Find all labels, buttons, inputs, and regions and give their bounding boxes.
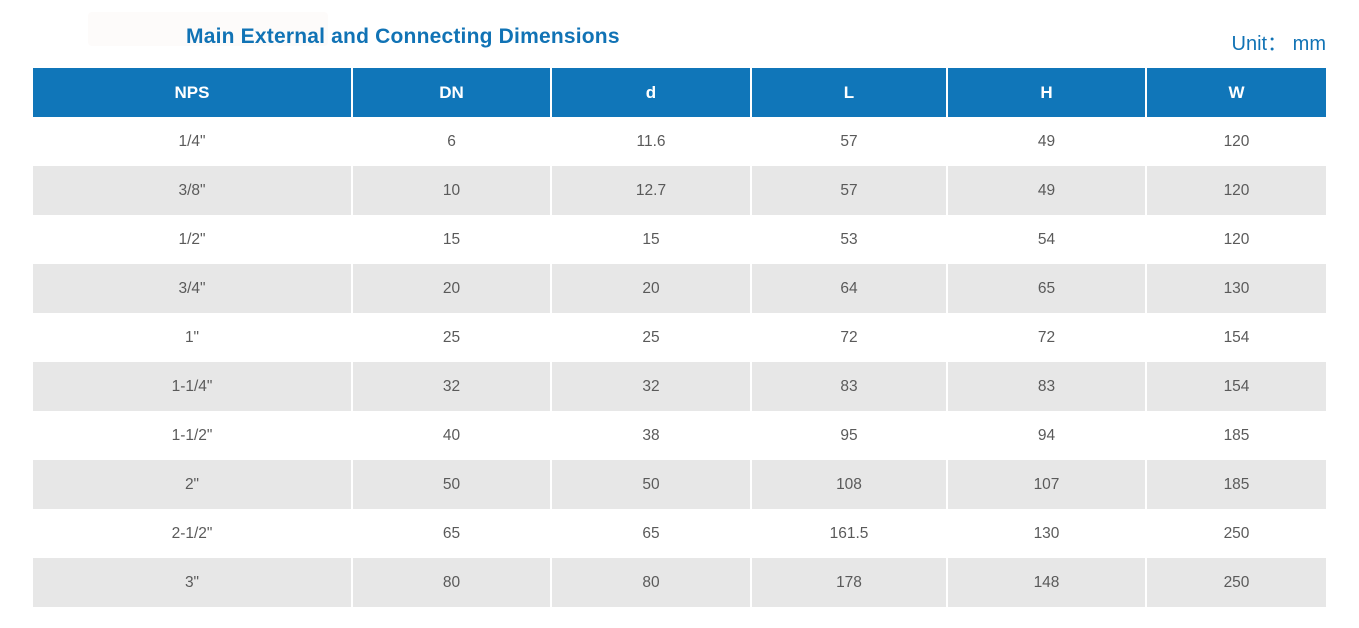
- table-cell: 20: [351, 264, 551, 313]
- table-cell: 32: [351, 362, 551, 411]
- table-cell: 1-1/2": [33, 411, 352, 460]
- table-cell: 15: [351, 215, 551, 264]
- table-header: NPS DN d L H W: [33, 68, 1326, 117]
- table-cell: 11.6: [550, 117, 751, 166]
- table-row: 1-1/4" 32 32 83 83 154: [33, 362, 1326, 411]
- table-cell: 83: [750, 362, 947, 411]
- watermark-artifact: [88, 12, 328, 46]
- table-row: 3/4" 20 20 64 65 130: [33, 264, 1326, 313]
- table-cell: 120: [1145, 166, 1326, 215]
- table-cell: 25: [351, 313, 551, 362]
- table-cell: 154: [1145, 313, 1326, 362]
- table-cell: 6: [351, 117, 551, 166]
- table-cell: 15: [550, 215, 751, 264]
- table-cell: 108: [750, 460, 947, 509]
- table-row: 1/2" 15 15 53 54 120: [33, 215, 1326, 264]
- table-cell: 53: [750, 215, 947, 264]
- table-cell: 1-1/4": [33, 362, 352, 411]
- table-cell: 50: [351, 460, 551, 509]
- table-cell: 83: [946, 362, 1146, 411]
- table-cell: 10: [351, 166, 551, 215]
- column-header-nps: NPS: [33, 68, 352, 117]
- table-cell: 72: [946, 313, 1146, 362]
- table-cell: 1/2": [33, 215, 352, 264]
- table-cell: 250: [1145, 509, 1326, 558]
- table-cell: 25: [550, 313, 751, 362]
- table-cell: 57: [750, 166, 947, 215]
- table-cell: 185: [1145, 460, 1326, 509]
- table-row: 2-1/2" 65 65 161.5 130 250: [33, 509, 1326, 558]
- table-row: 1" 25 25 72 72 154: [33, 313, 1326, 362]
- table-cell: 130: [1145, 264, 1326, 313]
- table-cell: 161.5: [750, 509, 947, 558]
- table-cell: 130: [946, 509, 1146, 558]
- table-cell: 120: [1145, 117, 1326, 166]
- table-cell: 120: [1145, 215, 1326, 264]
- table-cell: 2": [33, 460, 352, 509]
- table-cell: 1/4": [33, 117, 352, 166]
- table-cell: 250: [1145, 558, 1326, 607]
- column-header-w: W: [1145, 68, 1326, 117]
- table-cell: 64: [750, 264, 947, 313]
- column-header-l: L: [750, 68, 947, 117]
- table-cell: 95: [750, 411, 947, 460]
- table-cell: 80: [550, 558, 751, 607]
- table-row: 1/4" 6 11.6 57 49 120: [33, 117, 1326, 166]
- table-cell: 65: [946, 264, 1146, 313]
- table-cell: 3/8": [33, 166, 352, 215]
- header-row: NPS DN d L H W: [33, 68, 1326, 117]
- dimensions-table: NPS DN d L H W 1/4" 6 11.6 57 49 120 3/8" 10 12.…: [33, 68, 1326, 607]
- table-cell: 3/4": [33, 264, 352, 313]
- column-header-dn: DN: [351, 68, 551, 117]
- table-cell: 3": [33, 558, 352, 607]
- table-cell: 12.7: [550, 166, 751, 215]
- table-cell: 178: [750, 558, 947, 607]
- table-cell: 154: [1145, 362, 1326, 411]
- table-cell: 94: [946, 411, 1146, 460]
- table-cell: 65: [351, 509, 551, 558]
- table-cell: 50: [550, 460, 751, 509]
- table-cell: 80: [351, 558, 551, 607]
- table-cell: 38: [550, 411, 751, 460]
- table-row: 1-1/2" 40 38 95 94 185: [33, 411, 1326, 460]
- table-cell: 57: [750, 117, 947, 166]
- table-body: 1/4" 6 11.6 57 49 120 3/8" 10 12.7 57 49 120 1/2" 15 1…: [33, 117, 1326, 607]
- table-cell: 1": [33, 313, 352, 362]
- table-cell: 148: [946, 558, 1146, 607]
- table-cell: 20: [550, 264, 751, 313]
- unit-label: Unit： mm: [1231, 33, 1326, 55]
- column-header-h: H: [946, 68, 1146, 117]
- table-cell: 49: [946, 166, 1146, 215]
- title-bar: Main External and Connecting Dimensions …: [0, 0, 1359, 68]
- table-cell: 65: [550, 509, 751, 558]
- table-cell: 2-1/2": [33, 509, 352, 558]
- table-row: 3" 80 80 178 148 250: [33, 558, 1326, 607]
- table-row: 2" 50 50 108 107 185: [33, 460, 1326, 509]
- table-cell: 40: [351, 411, 551, 460]
- table-cell: 185: [1145, 411, 1326, 460]
- page-title: Main External and Connecting Dimensions: [186, 25, 620, 48]
- table-cell: 49: [946, 117, 1146, 166]
- table-cell: 54: [946, 215, 1146, 264]
- table-row: 3/8" 10 12.7 57 49 120: [33, 166, 1326, 215]
- table-cell: 107: [946, 460, 1146, 509]
- column-header-d: d: [550, 68, 751, 117]
- table-cell: 72: [750, 313, 947, 362]
- table-cell: 32: [550, 362, 751, 411]
